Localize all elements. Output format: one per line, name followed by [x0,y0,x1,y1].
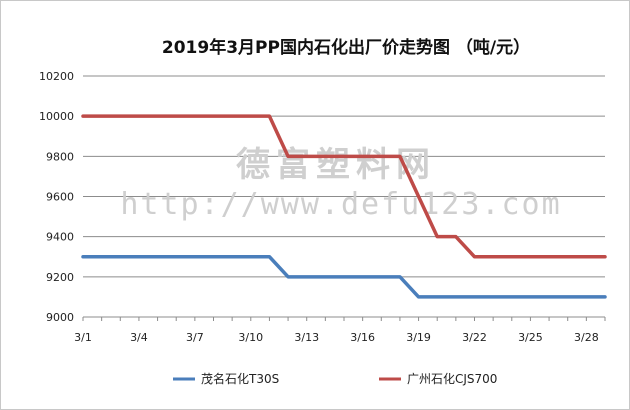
legend-label-1: 茂名石化T30S [201,371,279,386]
series-line-2 [81,114,607,259]
x-axis-ticks: 3/1 3/4 3/7 3/10 3/13 3/16 3/19 3/22 3/25 3/28 [74,331,599,344]
watermark-url: http://www.defu123.com [120,187,561,222]
y-tick-label: 9200 [46,271,74,284]
legend-label-2: 广州石化CJS700 [407,372,497,386]
chart-title: 2019年3月PP国内石化出厂价走势图 （吨/元） [162,37,530,58]
x-tick-label: 3/13 [294,331,319,344]
x-tick-label: 3/22 [462,331,487,344]
y-axis-ticks: 9000 9200 9400 9600 9800 10000 10200 [39,70,74,324]
y-tick-label: 10200 [39,70,74,83]
x-tick-label: 3/19 [406,331,431,344]
y-tick-label: 9000 [46,311,74,324]
watermark: 德富塑料网 http://www.defu123.com [120,145,561,222]
y-tick-label: 9600 [46,191,74,204]
x-tick-label: 3/10 [238,331,263,344]
x-tick-label: 3/16 [350,331,375,344]
x-tick-label: 3/28 [574,331,599,344]
y-tick-label: 9400 [46,231,74,244]
x-tick-label: 3/25 [518,331,543,344]
x-tick-label: 3/7 [186,331,204,344]
x-tick-label: 3/4 [130,331,148,344]
y-tick-label: 9800 [46,150,74,163]
series-lines [81,114,607,299]
series-line-1 [81,255,607,299]
legend: 茂名石化T30S 广州石化CJS700 [173,371,497,386]
x-tick-label: 3/1 [74,331,92,344]
axes [82,316,606,321]
y-tick-label: 10000 [39,110,74,123]
watermark-site-name: 德富塑料网 [236,145,436,185]
